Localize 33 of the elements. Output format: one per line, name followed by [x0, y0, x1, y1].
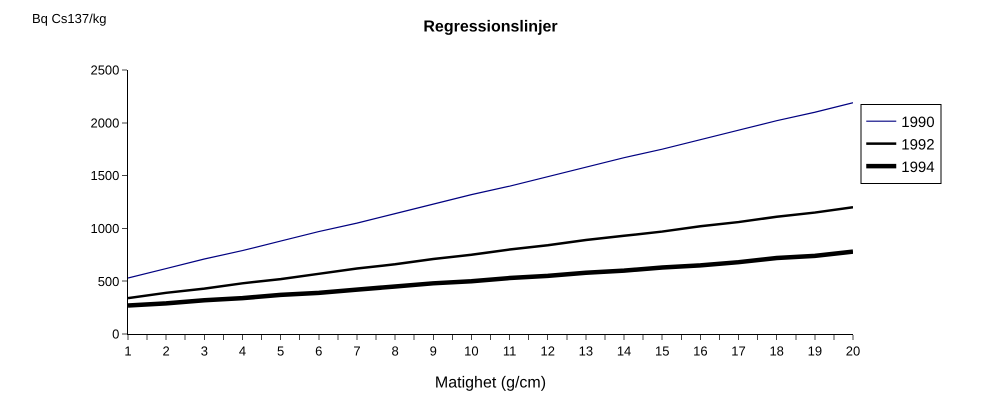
x-tick-label: 17: [731, 344, 746, 359]
legend-label: 1990: [901, 114, 935, 132]
x-tick-label: 4: [238, 344, 246, 359]
x-tick-label: 7: [353, 344, 361, 359]
legend-label: 1992: [901, 136, 935, 154]
x-tick-label: 15: [654, 344, 670, 359]
chart-title: Regressionslinjer: [423, 18, 558, 36]
legend-label: 1994: [901, 159, 935, 176]
x-tick-label: 8: [391, 344, 399, 359]
x-tick-label: 18: [769, 344, 784, 359]
y-tick-label: 2500: [90, 62, 120, 78]
x-tick-label: 2: [162, 344, 170, 359]
x-tick-label: 6: [315, 344, 322, 359]
x-tick-label: 19: [808, 344, 822, 359]
y-tick-label: 1000: [90, 220, 120, 236]
x-tick-label: 11: [502, 344, 516, 359]
x-tick-label: 1: [124, 344, 132, 359]
x-tick-label: 13: [578, 344, 594, 359]
y-tick-label: 1500: [90, 168, 120, 184]
x-tick-label: 9: [430, 344, 437, 359]
x-tick-label: 10: [464, 344, 479, 359]
x-tick-label: 14: [616, 344, 632, 359]
x-axis-title: Matighet (g/cm): [434, 374, 546, 392]
x-tick-label: 5: [277, 344, 284, 359]
y-tick-label: 500: [98, 274, 120, 289]
x-tick-label: 16: [693, 344, 708, 359]
y-tick-label: 0: [112, 326, 120, 342]
y-axis-title: Bq Cs137/kg: [32, 11, 106, 26]
y-tick-label: 2000: [90, 115, 120, 130]
x-tick-label: 3: [200, 344, 208, 359]
x-tick-label: 20: [846, 344, 860, 359]
line-series: [128, 102, 853, 279]
x-tick-label: 12: [540, 344, 555, 359]
